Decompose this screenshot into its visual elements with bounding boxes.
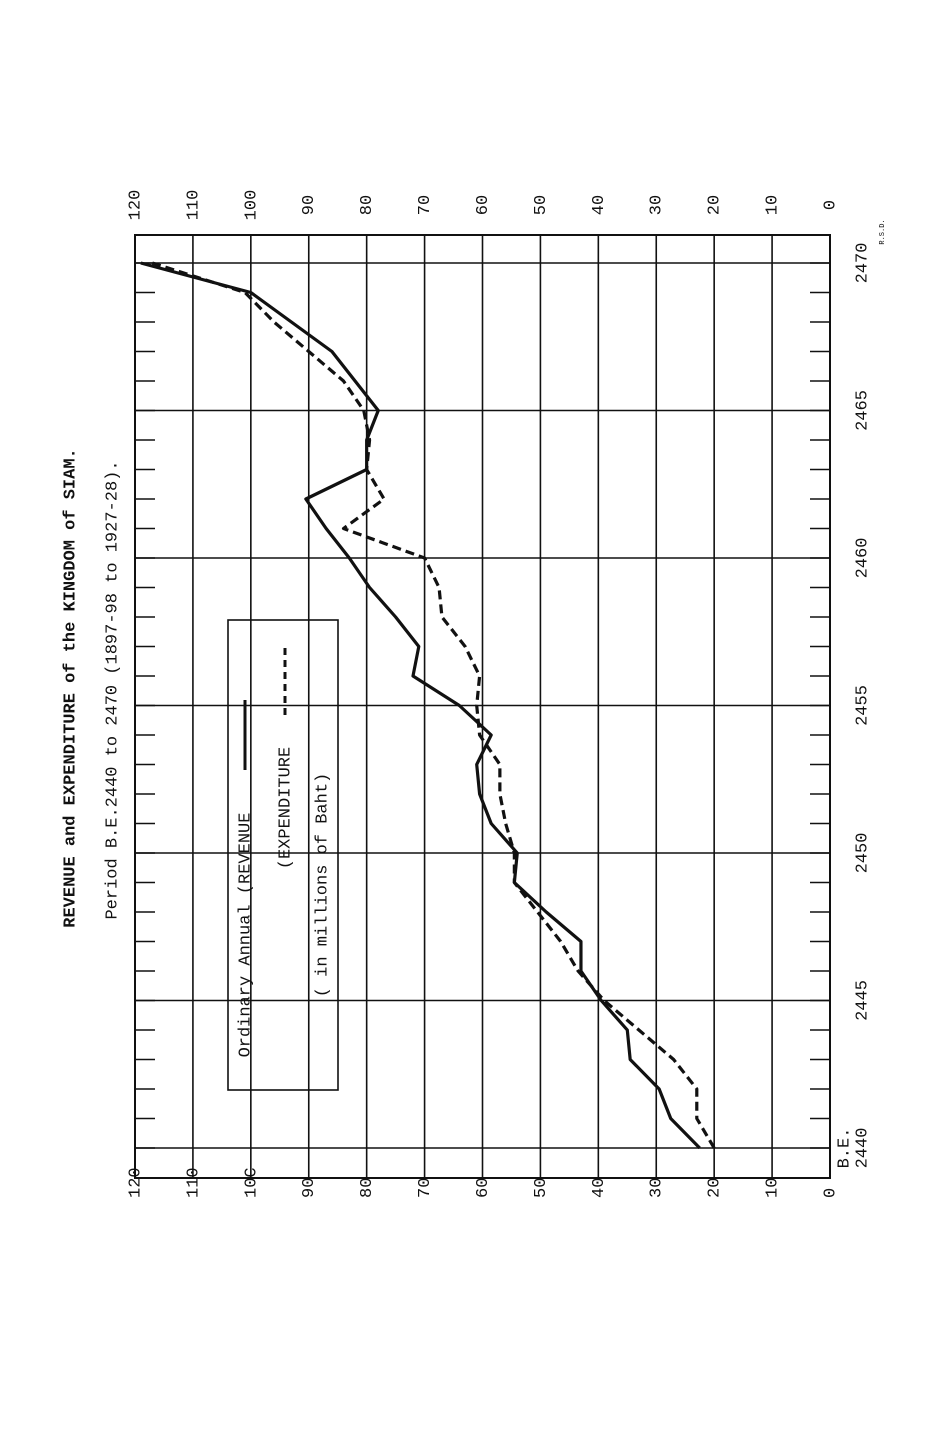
x-tick-label: 2440	[853, 1128, 872, 1169]
x-tick-label: 2450	[853, 833, 872, 874]
y-tick-label-bottom: 10C	[242, 1167, 261, 1198]
legend-label: Ordinary Annual (REVENUE	[236, 813, 255, 1058]
y-tick-label-bottom: 70	[416, 1178, 435, 1198]
y-tick-label: 60	[474, 195, 493, 215]
y-tick-label-bottom: 0	[821, 1188, 840, 1198]
y-tick-label: 40	[590, 195, 609, 215]
y-tick-label-bottom: 50	[532, 1178, 551, 1198]
y-tick-label-bottom: 90	[300, 1178, 319, 1198]
y-tick-label: 110	[184, 190, 203, 221]
y-tick-label: 80	[358, 195, 377, 215]
x-tick-label: 2455	[853, 685, 872, 726]
x-tick-label: 2445	[853, 980, 872, 1021]
y-tick-label: 100	[242, 190, 261, 221]
legend-note: ( in millions of Baht)	[313, 773, 332, 997]
y-tick-label: 120	[126, 190, 145, 221]
legend-label: (EXPENDITURE	[276, 747, 295, 869]
y-tick-label: 0	[821, 200, 840, 210]
y-tick-label-bottom: 40	[590, 1178, 609, 1198]
signature: R.S.D.	[879, 219, 887, 244]
y-tick-label-bottom: 10	[764, 1178, 783, 1198]
y-tick-label-bottom: 30	[648, 1178, 667, 1198]
y-tick-label: 50	[532, 195, 551, 215]
x-tick-label: 2470	[853, 243, 872, 284]
y-tick-label: 90	[300, 195, 319, 215]
y-tick-label: 70	[416, 195, 435, 215]
x-axis-label: B.E.	[835, 1128, 854, 1169]
series-line	[140, 261, 701, 1150]
y-tick-label: 20	[706, 195, 725, 215]
y-tick-label: 30	[648, 195, 667, 215]
series-line	[151, 261, 716, 1149]
y-tick-label-bottom: 80	[358, 1178, 377, 1198]
y-tick-label-bottom: 120	[126, 1167, 145, 1198]
legend-box	[227, 619, 339, 1091]
x-tick-label: 2465	[853, 390, 872, 431]
y-tick-label-bottom: 20	[706, 1178, 725, 1198]
chart-subtitle: Period B.E.2440 to 2470 (1897-98 to 1927…	[103, 460, 122, 919]
chart-title: REVENUE and EXPENDITURE of the KINGDOM o…	[61, 448, 80, 927]
y-tick-label: 10	[764, 195, 783, 215]
y-tick-label-bottom: 110	[184, 1167, 203, 1198]
y-tick-label-bottom: 60	[474, 1178, 493, 1198]
x-tick-label: 2460	[853, 538, 872, 579]
